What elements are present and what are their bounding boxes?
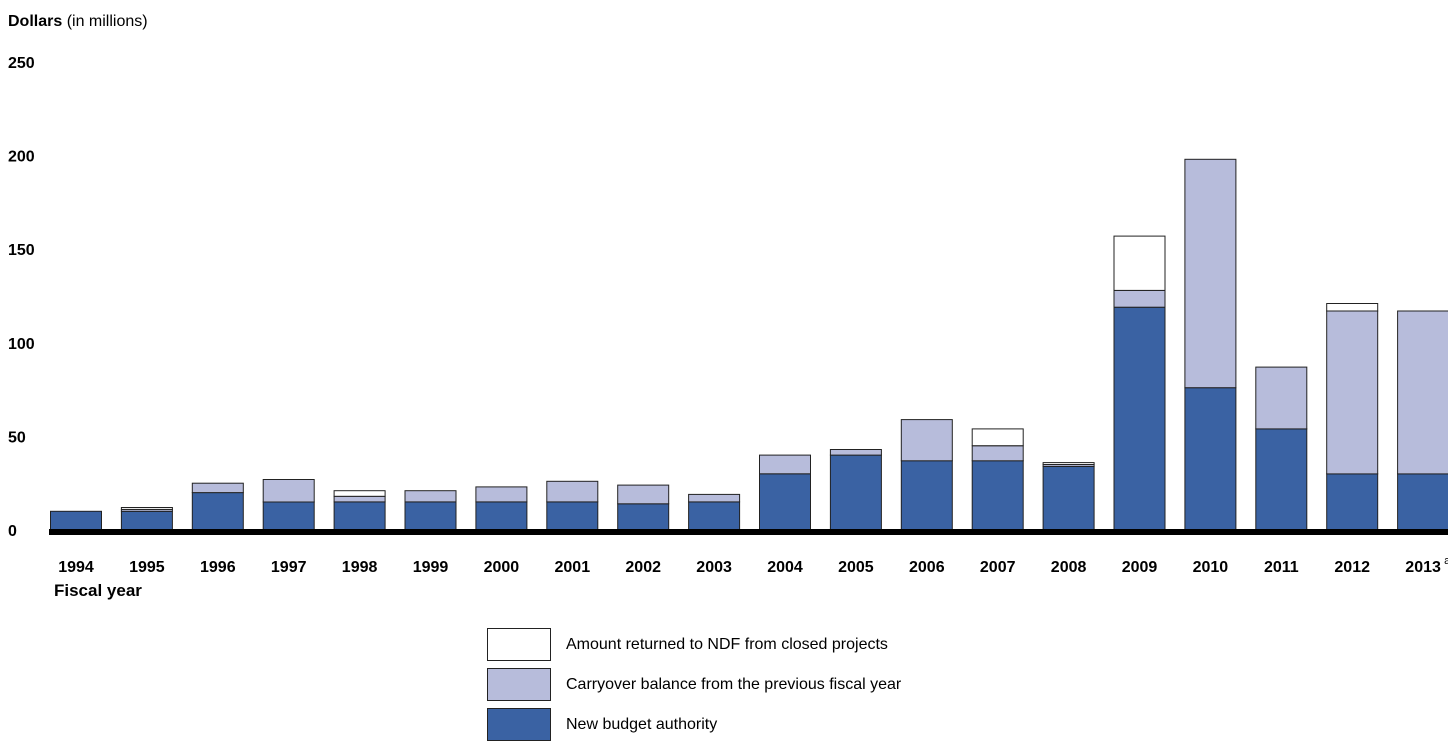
- legend-item: New budget authority: [487, 708, 901, 741]
- bar-segment: [1256, 367, 1307, 429]
- x-tick-label: 2007: [980, 559, 1016, 576]
- x-tick-label: 1996: [200, 559, 236, 576]
- bar-segment: [121, 508, 172, 510]
- legend-swatch: [487, 668, 551, 701]
- bar-segment: [830, 450, 881, 456]
- legend-item: Carryover balance from the previous fisc…: [487, 668, 901, 701]
- x-tick-label: 2010: [1193, 559, 1229, 576]
- x-tick-label: 2003: [696, 559, 732, 576]
- x-tick-label: 1999: [413, 559, 449, 576]
- bar-segment: [618, 485, 669, 504]
- legend-label: Carryover balance from the previous fisc…: [566, 676, 901, 694]
- bar-segment: [830, 455, 881, 530]
- bar-segment: [1327, 474, 1378, 530]
- legend-label: New budget authority: [566, 716, 717, 734]
- x-tick-label: 1998: [342, 559, 378, 576]
- bar-segment: [1185, 159, 1236, 387]
- bar-segment: [547, 481, 598, 502]
- x-tick-label: 1997: [271, 559, 307, 576]
- bar-segment: [547, 502, 598, 530]
- bar-segment: [476, 502, 527, 530]
- bar-segment: [689, 502, 740, 530]
- legend-swatch: [487, 628, 551, 661]
- bar-segment: [1114, 307, 1165, 530]
- x-tick-label: 2002: [625, 559, 661, 576]
- bar-segment: [1043, 466, 1094, 530]
- x-tick-label: 2013: [1405, 559, 1441, 576]
- x-tick-label: 2006: [909, 559, 945, 576]
- bar-segment: [972, 461, 1023, 530]
- x-tick-label: 2008: [1051, 559, 1087, 576]
- bar-segment: [1327, 304, 1378, 312]
- bar-segment: [689, 494, 740, 502]
- bar-segment: [972, 446, 1023, 461]
- x-tick-label: 1995: [129, 559, 165, 576]
- legend-label: Amount returned to NDF from closed proje…: [566, 636, 888, 654]
- bar-segment: [972, 429, 1023, 446]
- bar-segment: [760, 455, 811, 474]
- y-axis-ticks: 0 50 100 150 200 250: [8, 55, 35, 540]
- legend: Amount returned to NDF from closed proje…: [487, 628, 901, 748]
- x-tick-footnote: a: [1444, 555, 1448, 567]
- bar-segment: [901, 461, 952, 530]
- x-tick-label: 2004: [767, 559, 803, 576]
- y-tick-label: 100: [8, 336, 35, 353]
- x-tick-label: 2011: [1264, 559, 1299, 576]
- bar-segment: [192, 483, 243, 492]
- bar-segment: [1256, 429, 1307, 530]
- bar-segment: [263, 480, 314, 503]
- bar-segment: [760, 474, 811, 530]
- bar-segment: [121, 511, 172, 530]
- bar-segment: [263, 502, 314, 530]
- x-tick-label: 2000: [484, 559, 520, 576]
- x-tick-label: 2001: [555, 559, 591, 576]
- y-tick-label: 50: [8, 429, 26, 446]
- bar-segment: [1114, 290, 1165, 307]
- y-tick-label: 200: [8, 149, 35, 166]
- y-tick-label: 250: [8, 55, 35, 72]
- x-tick-label: 2005: [838, 559, 874, 576]
- bar-segment: [1043, 463, 1094, 465]
- bar-segment: [1327, 311, 1378, 474]
- bar-segment: [618, 504, 669, 530]
- bar-segment: [1398, 474, 1448, 530]
- x-axis-ticks: 1994 1995 1996 1997 1998 1999 2000 2001 2002 2003…: [58, 555, 1448, 576]
- y-tick-label: 0: [8, 523, 17, 540]
- bar-segment: [334, 496, 385, 502]
- x-tick-label: 1994: [58, 559, 94, 576]
- y-tick-label: 150: [8, 242, 35, 259]
- bar-segment: [901, 420, 952, 461]
- bar-segment: [1398, 311, 1448, 474]
- bar-segment: [51, 511, 102, 530]
- x-tick-label: 2009: [1122, 559, 1158, 576]
- bar-segment: [334, 491, 385, 497]
- bar-segment: [1114, 236, 1165, 290]
- legend-item: Amount returned to NDF from closed proje…: [487, 628, 901, 661]
- bar-segment: [334, 502, 385, 530]
- bars-layer: [51, 159, 1448, 530]
- bar-segment: [476, 487, 527, 502]
- bar-segment: [192, 493, 243, 530]
- x-tick-label: 2012: [1334, 559, 1370, 576]
- bar-segment: [405, 491, 456, 502]
- bar-segment: [1185, 388, 1236, 530]
- legend-swatch: [487, 708, 551, 741]
- x-axis-label: Fiscal year: [54, 581, 142, 601]
- bar-segment: [405, 502, 456, 530]
